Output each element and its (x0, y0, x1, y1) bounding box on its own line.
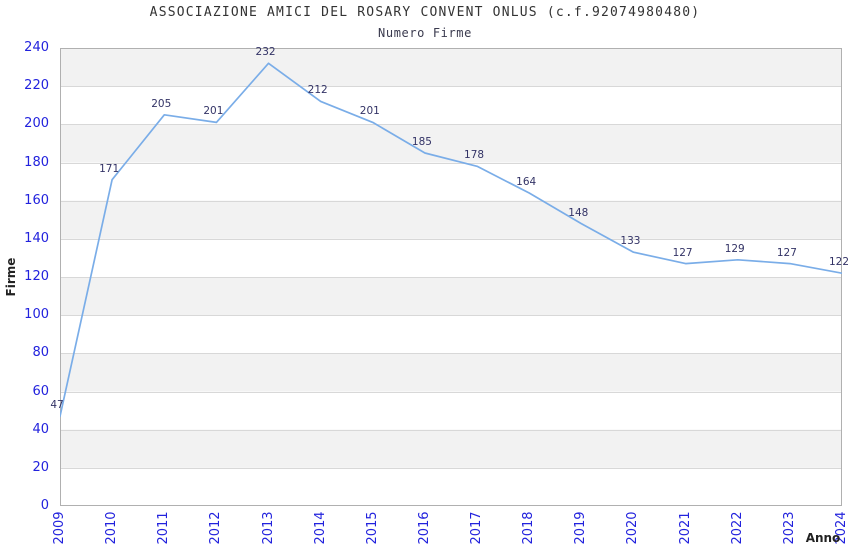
background-band (60, 277, 842, 316)
x-tick-label: 2016 (416, 511, 432, 545)
data-point-label: 185 (411, 135, 432, 148)
y-tick-label: 0 (40, 498, 49, 513)
y-tick-label: 200 (24, 116, 49, 132)
y-tick-label: 20 (32, 459, 49, 475)
x-tick-label: 2017 (469, 511, 485, 545)
y-axis-title: Firme (4, 257, 18, 297)
background-band (60, 200, 842, 239)
x-tick-label: 2015 (364, 511, 380, 545)
x-tick-label: 2011 (156, 511, 172, 545)
data-point-label: 127 (776, 246, 797, 259)
x-tick-label: 2010 (104, 511, 120, 545)
plot-area (59, 48, 843, 506)
series-line (59, 62, 843, 418)
chart-subtitle: Numero Firme (378, 26, 472, 40)
y-tick-label: 240 (24, 40, 49, 55)
data-point-label: 205 (151, 97, 172, 110)
x-tick-label: 2022 (729, 511, 745, 545)
data-point-label: 201 (203, 105, 224, 118)
data-point-label: 122 (828, 256, 850, 269)
x-tick-label: 2009 (52, 511, 67, 545)
chart-title: ASSOCIAZIONE AMICI DEL ROSARY CONVENT ON… (149, 5, 701, 20)
x-tick-label: 2014 (312, 511, 328, 545)
y-tick-label: 160 (24, 192, 49, 208)
x-tick-label: 2019 (573, 511, 589, 545)
data-point-label: 201 (359, 105, 380, 118)
x-tick-label: 2012 (208, 511, 224, 545)
data-point-label: 47 (50, 399, 64, 412)
background-band (60, 124, 842, 163)
x-tick-label: 2023 (781, 511, 797, 545)
data-point-label: 148 (568, 206, 589, 219)
data-point-label: 178 (464, 149, 485, 162)
y-tick-label: 120 (24, 269, 49, 284)
background-band (60, 429, 842, 468)
x-tick-label: 2021 (677, 511, 693, 545)
x-tick-label: 2013 (260, 511, 276, 545)
x-tick-label: 2018 (521, 511, 537, 545)
data-point-label: 133 (620, 235, 641, 248)
x-axis-title: Anno (805, 531, 841, 545)
y-tick-label: 180 (24, 154, 49, 170)
data-point-label: 164 (516, 176, 537, 189)
y-tick-label: 80 (32, 345, 49, 361)
data-point-label: 212 (307, 84, 328, 97)
y-tick-label: 40 (32, 421, 49, 437)
y-tick-label: 60 (32, 383, 49, 399)
data-point-label: 232 (255, 46, 276, 59)
x-tick-label: 2020 (625, 511, 641, 545)
plot-svg (59, 48, 843, 506)
background-band (60, 48, 842, 87)
y-tick-label: 100 (24, 307, 49, 323)
background-band (60, 353, 842, 392)
data-point-label: 171 (99, 162, 120, 175)
data-point-label: 127 (672, 246, 693, 259)
y-tick-label: 140 (24, 230, 49, 246)
y-tick-label: 220 (24, 78, 49, 94)
plot-border (60, 48, 842, 506)
data-point-label: 129 (724, 242, 745, 255)
